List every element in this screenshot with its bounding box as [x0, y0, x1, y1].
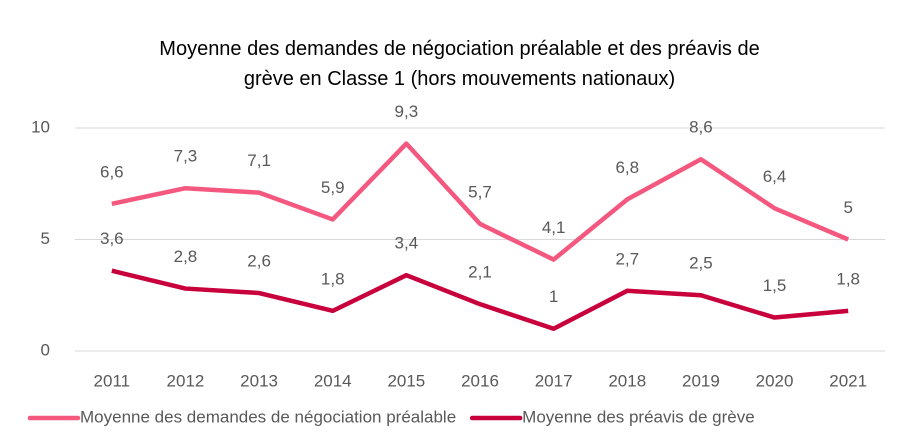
data-label: 2,1	[468, 263, 492, 282]
data-label: 5,7	[468, 182, 492, 201]
y-tick-label: 0	[41, 340, 50, 359]
x-tick-label: 2015	[387, 371, 425, 390]
legend-label: Moyenne des préavis de grève	[522, 407, 754, 426]
title-box: Moyenne des demandes de négociation préa…	[0, 34, 919, 94]
x-tick-label: 2020	[756, 371, 794, 390]
x-tick-label: 2011	[94, 371, 131, 390]
data-label: 6,8	[615, 158, 639, 177]
data-label: 1,8	[321, 269, 345, 288]
data-label: 3,6	[100, 229, 124, 248]
data-label: 6,6	[100, 162, 124, 181]
x-tick-label: 2019	[682, 371, 720, 390]
x-tick-label: 2014	[314, 371, 352, 390]
data-label: 5	[843, 198, 852, 217]
data-label: 1,8	[836, 269, 860, 288]
x-tick-label: 2016	[461, 371, 499, 390]
x-tick-label: 2013	[240, 371, 278, 390]
data-label: 2,7	[615, 249, 639, 268]
chart-title: Moyenne des demandes de négociation préa…	[159, 38, 760, 90]
x-tick-label: 2012	[167, 371, 205, 390]
data-label: 1,5	[763, 276, 787, 295]
data-label: 3,4	[395, 234, 419, 253]
data-label: 7,1	[247, 151, 271, 170]
data-label: 8,6	[689, 118, 713, 137]
data-label: 2,8	[174, 247, 198, 266]
data-label: 4,1	[542, 218, 566, 237]
data-label: 1	[549, 287, 558, 306]
series-line	[111, 141, 850, 262]
x-tick-label: 2017	[535, 371, 573, 390]
data-label: 2,6	[247, 252, 271, 271]
legend-label: Moyenne des demandes de négociation préa…	[80, 407, 456, 426]
x-tick-label: 2018	[608, 371, 646, 390]
data-label: 9,3	[395, 102, 419, 121]
data-label: 5,9	[321, 178, 345, 197]
x-tick-label: 2021	[829, 371, 867, 390]
y-tick-label: 10	[31, 117, 50, 136]
data-label: 7,3	[174, 147, 198, 166]
data-label: 2,5	[689, 254, 713, 273]
data-label: 6,4	[763, 167, 787, 186]
series-line	[111, 268, 849, 331]
y-tick-label: 5	[41, 229, 50, 248]
